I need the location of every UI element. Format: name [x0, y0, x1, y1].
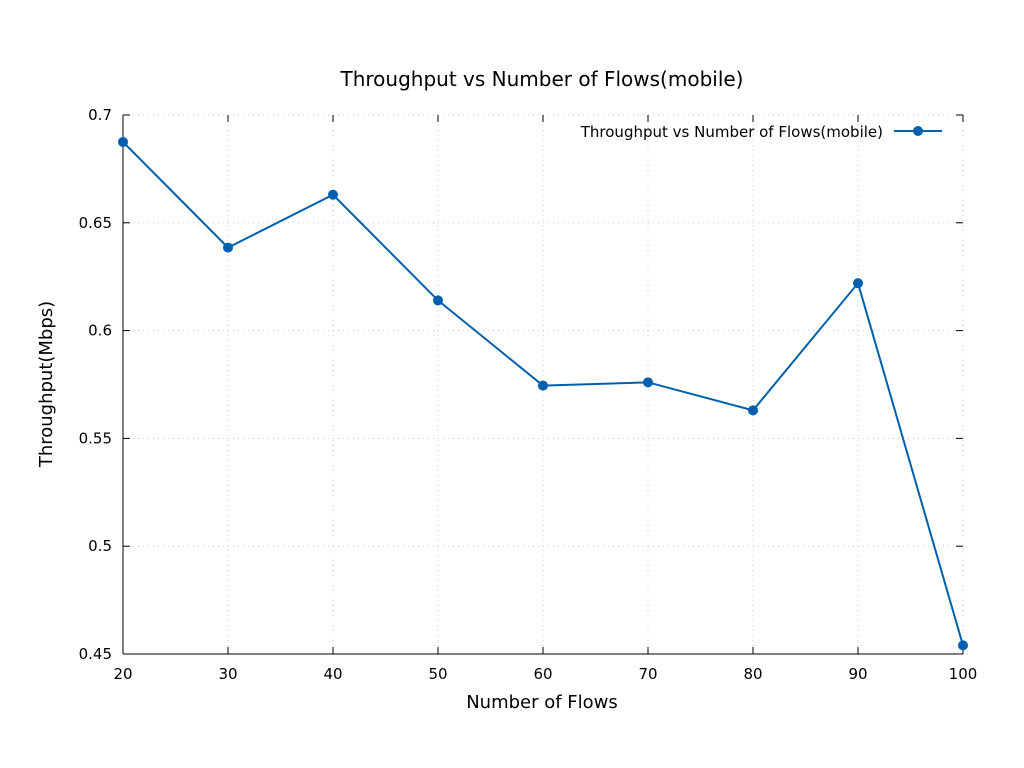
x-tick-label: 50: [428, 665, 447, 683]
y-tick-label: 0.55: [79, 429, 112, 447]
x-tick-label: 80: [743, 665, 762, 683]
data-point: [643, 377, 653, 388]
series-group: [118, 136, 968, 651]
data-point: [118, 136, 128, 147]
chart-title: Throughput vs Number of Flows(mobile): [340, 67, 744, 91]
y-axis-label: Throughput(Mbps): [36, 301, 57, 468]
y-tick-label: 0.45: [79, 645, 112, 663]
legend: Throughput vs Number of Flows(mobile): [580, 123, 942, 141]
x-tick-label: 30: [218, 665, 237, 683]
y-tick-label: 0.5: [88, 537, 112, 555]
x-tick-label: 40: [323, 665, 342, 683]
y-tick-label: 0.7: [88, 106, 112, 124]
x-tick-label: 20: [113, 665, 132, 683]
x-tick-label: 90: [848, 665, 867, 683]
legend-label: Throughput vs Number of Flows(mobile): [580, 123, 883, 141]
y-axis-ticks: 0.45 0.5 0.55 0.6 0.65 0.7: [79, 106, 963, 663]
data-point: [433, 295, 443, 306]
grid-lines: [123, 114, 964, 654]
x-tick-label: 70: [638, 665, 657, 683]
data-point: [538, 380, 548, 391]
x-tick-label: 60: [533, 665, 552, 683]
data-point: [748, 405, 758, 416]
data-point: [223, 242, 233, 253]
data-point: [853, 278, 863, 289]
data-point: [328, 189, 338, 200]
x-tick-label: 100: [949, 665, 978, 683]
x-axis-label: Number of Flows: [466, 692, 618, 713]
legend-marker: [913, 126, 923, 136]
y-tick-label: 0.65: [79, 214, 112, 232]
y-tick-label: 0.6: [88, 322, 112, 340]
x-axis-ticks: 20 30 40 50 60 70 80 90 100: [113, 115, 977, 683]
data-point: [958, 640, 968, 651]
